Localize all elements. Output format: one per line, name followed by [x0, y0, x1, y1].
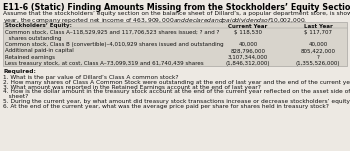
Text: year, the company reported net income of $463,909,000 and declared and paid divi: year, the company reported net income of… — [3, 16, 307, 25]
Text: $ 117,707: $ 117,707 — [304, 30, 332, 35]
Text: (1,355,526,000): (1,355,526,000) — [296, 61, 340, 66]
Text: 6. At the end of the current year, what was the average price paid per share for: 6. At the end of the current year, what … — [3, 104, 329, 109]
Text: 40,000: 40,000 — [238, 42, 258, 47]
Text: Common stock, Class B (convertible)–4,010,929 shares issued and outstanding: Common stock, Class B (convertible)–4,01… — [5, 42, 224, 47]
Text: Required:: Required: — [3, 69, 36, 74]
Text: 4. How is the dollar amount in the treasury stock account at the end of the curr: 4. How is the dollar amount in the treas… — [3, 89, 350, 94]
Text: $ 118,530: $ 118,530 — [234, 30, 262, 35]
Text: Retained earnings: Retained earnings — [5, 55, 55, 59]
Text: ?: ? — [316, 55, 320, 59]
Text: 805,422,000: 805,422,000 — [301, 48, 336, 53]
Text: Common stock, Class A–118,529,925 and 117,706,523 shares issued; ? and ?: Common stock, Class A–118,529,925 and 11… — [5, 30, 219, 35]
Text: 3,107,344,000: 3,107,344,000 — [228, 55, 268, 59]
Text: shares outstanding: shares outstanding — [5, 36, 62, 41]
Text: 828,796,000: 828,796,000 — [231, 48, 266, 53]
Text: Stockholders’ Equity:: Stockholders’ Equity: — [5, 24, 72, 29]
Text: Current Year: Current Year — [228, 24, 268, 29]
Text: sheet?: sheet? — [3, 94, 28, 99]
Text: 2. How many shares of Class A Common Stock were outstanding at the end of last y: 2. How many shares of Class A Common Sto… — [3, 80, 350, 85]
Text: Assume that the stockholders’ equity section on the balance sheet of Dillard’s, : Assume that the stockholders’ equity sec… — [3, 11, 350, 16]
Text: E11-6 (Static) Finding Amounts Missing from the Stockholders’ Equity Section LO1: E11-6 (Static) Finding Amounts Missing f… — [3, 3, 350, 12]
Text: 5. During the current year, by what amount did treasury stock transactions incre: 5. During the current year, by what amou… — [3, 99, 350, 104]
Text: 1. What is the par value of Dillard’s Class A common stock?: 1. What is the par value of Dillard’s Cl… — [3, 75, 178, 80]
Text: 3. What amount was reported in the Retained Earnings account at the end of last : 3. What amount was reported in the Retai… — [3, 85, 261, 90]
Text: Less treasury stock, at cost, Class A–73,099,319 and 61,740,439 shares: Less treasury stock, at cost, Class A–73… — [5, 61, 204, 66]
Text: (1,846,312,000): (1,846,312,000) — [226, 61, 270, 66]
Text: 40,000: 40,000 — [308, 42, 328, 47]
Bar — [3, 22, 347, 66]
Text: Last Year: Last Year — [304, 24, 332, 29]
Text: Additional paid-in capital: Additional paid-in capital — [5, 48, 74, 53]
